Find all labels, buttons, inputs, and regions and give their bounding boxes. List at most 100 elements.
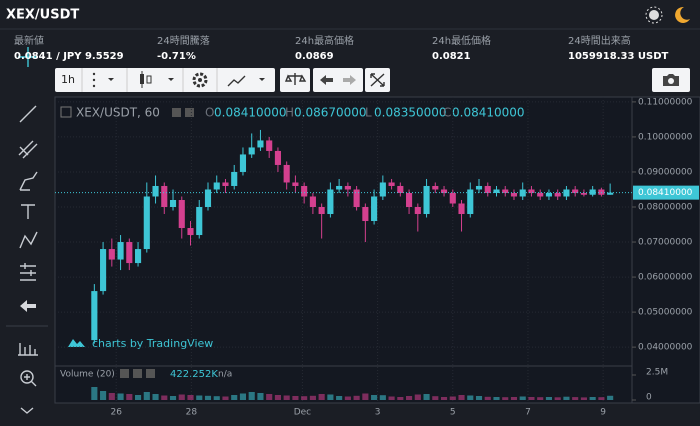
legend-value: 0.08350000 (374, 106, 447, 120)
volume-bar (475, 396, 483, 400)
volume-bar (572, 397, 579, 400)
legend-key: O (205, 106, 214, 120)
volume-icon[interactable] (146, 369, 155, 378)
candle-body (117, 242, 124, 260)
volume-bar (248, 392, 255, 400)
candle-body (336, 185, 343, 190)
theme-moon[interactable] (675, 6, 690, 23)
volume-bar (196, 395, 203, 400)
candle-body (580, 192, 587, 195)
candle-body (589, 189, 596, 195)
candle-body (423, 185, 430, 215)
volume-bar (266, 394, 273, 400)
interval-button[interactable]: 1h (61, 73, 75, 86)
watermark: charts by TradingView (68, 337, 213, 350)
volume-bar (204, 395, 212, 400)
volume-bar (178, 394, 185, 400)
settings-button[interactable] (192, 72, 208, 88)
candle-body (248, 147, 255, 155)
candle-body (484, 185, 491, 193)
volume-bar (231, 395, 238, 400)
pattern-tool[interactable] (19, 231, 38, 249)
candle-body (563, 189, 570, 197)
volume-bar (362, 393, 369, 400)
stat-value: -0.71% (157, 51, 196, 62)
candle-body (598, 189, 605, 195)
stat-value: 0.0841 / JPY 9.5529 (14, 51, 124, 62)
volume-bar (467, 395, 474, 400)
stat-label: 24時間出来高 (568, 34, 631, 47)
candle-body (493, 189, 500, 193)
undo-redo[interactable] (313, 68, 363, 92)
candle-body (449, 192, 456, 204)
candle-body (301, 185, 308, 197)
undo-icon (320, 75, 333, 85)
candle-body (458, 203, 465, 215)
measure-tool[interactable] (20, 263, 36, 281)
volume-bar (484, 396, 491, 400)
volume-icon[interactable] (120, 369, 129, 378)
line-tool[interactable] (19, 105, 37, 123)
collapse-tool[interactable] (20, 407, 34, 414)
volume-bar (432, 396, 439, 400)
volume-bar (100, 391, 107, 400)
chart-tool[interactable] (18, 343, 38, 356)
volume-bar (493, 397, 500, 400)
candle-body (143, 196, 150, 250)
stat-value: 1059918.33 USDT (568, 51, 669, 62)
legend-icon[interactable] (185, 108, 194, 117)
candle-body (108, 249, 115, 260)
y-tick-label: 0.05000000 (638, 308, 693, 318)
candle-body (432, 185, 439, 190)
candle-body (414, 207, 421, 215)
volume-bar (440, 397, 448, 400)
volume-bar (458, 395, 465, 400)
candle-body (126, 242, 133, 264)
watermark-text: charts by TradingView (92, 337, 213, 350)
candle-body (292, 182, 299, 186)
back-tool[interactable] (20, 300, 36, 312)
volume-bar (406, 396, 413, 400)
volume-bar (397, 397, 404, 400)
y-tick-label: 0.06000000 (638, 273, 693, 283)
collapse-legend[interactable] (60, 106, 72, 118)
volume-bar (589, 397, 596, 400)
volume-bar (274, 395, 281, 400)
candle-body (371, 196, 378, 222)
volume-bar (91, 387, 98, 400)
volume-bar (213, 396, 220, 400)
text-tool[interactable] (21, 204, 35, 219)
crosshair-tool[interactable] (18, 47, 38, 67)
candle-body (283, 164, 290, 183)
volume-bar (344, 396, 351, 400)
volume-bar (336, 396, 343, 400)
stat-label: 最新値 (14, 34, 44, 47)
indicators-button[interactable] (227, 75, 265, 87)
candle-body (440, 189, 448, 193)
volume-bar (607, 395, 614, 400)
theme-sun[interactable] (645, 6, 663, 24)
fib-tool[interactable] (18, 140, 38, 159)
legend-value: 0.08410000 (214, 106, 287, 120)
volume-bar (327, 394, 334, 400)
stat-value: 0.0821 (432, 51, 471, 62)
volume-bar (283, 395, 290, 400)
brush-tool[interactable] (19, 171, 38, 191)
candle-body (318, 207, 325, 215)
volume-tick-label: 2.5M (646, 368, 668, 378)
volume-bar (187, 395, 194, 400)
candle-body (327, 189, 334, 215)
zoom-tool[interactable] (20, 370, 37, 387)
candle-body (161, 185, 168, 208)
volume-icon[interactable] (133, 369, 142, 378)
volume-bar (371, 395, 378, 400)
legend-icon[interactable] (172, 108, 181, 117)
candle-body (528, 189, 535, 193)
candle-type-button[interactable] (140, 71, 174, 88)
candle-body (475, 185, 483, 190)
volume-bar (152, 394, 159, 400)
volume-bar (598, 397, 605, 400)
menu-button[interactable] (92, 72, 114, 88)
legend-title: XEX/USDT, 60 (76, 106, 160, 120)
